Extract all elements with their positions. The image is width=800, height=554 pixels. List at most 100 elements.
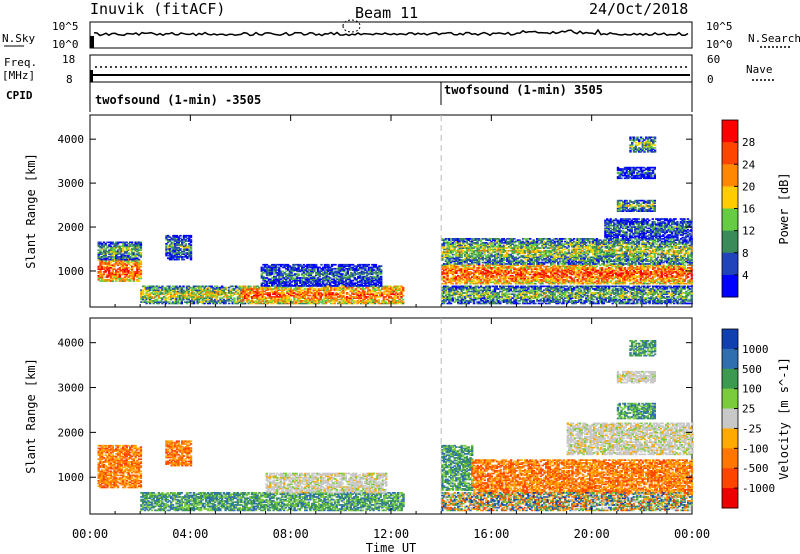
power-echo-cell (168, 302, 171, 305)
power-echo-cell (136, 253, 139, 256)
power-echo-cell (108, 268, 111, 270)
power-echo-cell (118, 258, 121, 261)
power-echo-cell (123, 271, 127, 273)
power-echo-cell (130, 268, 134, 270)
power-echo-cell (113, 246, 116, 249)
power-echo-cell (106, 246, 109, 249)
power-echo-cell (104, 253, 107, 256)
power-echo-cell (168, 253, 172, 256)
power-echo-cell (184, 236, 187, 238)
power-echo-cell (123, 269, 127, 272)
power-echo-cell (130, 277, 134, 280)
power-echo-cell (690, 280, 693, 282)
power-echo-cell (156, 290, 159, 293)
power-echo-cell (106, 280, 109, 282)
nave-label: Nave (746, 63, 773, 76)
power-echo-cell (177, 253, 180, 256)
power-echo-cell (147, 285, 150, 288)
power-echo-cell (109, 253, 113, 256)
power-echo-cell (129, 258, 132, 261)
power-echo-cell (184, 238, 187, 241)
power-echo-cell (402, 286, 405, 289)
power-echo-cell (111, 241, 114, 244)
power-echo-cell (380, 265, 383, 267)
power-echo-cell (115, 263, 118, 265)
power-echo-cell (108, 273, 111, 276)
power-echo-cell (136, 242, 139, 245)
power-echo-cell (134, 274, 137, 277)
power-echo-cell (159, 293, 162, 296)
power-echo-cell (99, 276, 102, 278)
power-echo-cell (137, 274, 141, 277)
power-echo-cell (123, 256, 127, 258)
power-echo-cell (402, 294, 405, 297)
power-echo-cell (102, 271, 106, 273)
power-echo-cell (136, 246, 139, 249)
power-echo-cell (179, 240, 182, 242)
power-echo-cell (125, 250, 128, 253)
power-echo-cell (122, 280, 125, 282)
power-echo-cell (129, 272, 132, 274)
power-echo-cell (127, 249, 130, 252)
power-echo-cell (125, 248, 128, 250)
power-echo-cell (130, 253, 134, 256)
power-echo-cell (171, 296, 175, 298)
power-echo-cell (125, 254, 128, 257)
power-echo-cell (99, 260, 102, 263)
power-echo-cell (116, 268, 120, 270)
power-echo-cell (159, 292, 162, 294)
power-echo-cell (125, 246, 128, 249)
power-echo-cell (127, 252, 130, 254)
power-echo-cell (108, 274, 111, 277)
power-echo-cell (171, 289, 175, 292)
power-echo-cell (148, 285, 152, 288)
power-echo-cell (172, 256, 175, 258)
power-echo-cell (147, 296, 150, 298)
power-echo-cell (182, 238, 186, 241)
power-echo-cell (99, 252, 102, 254)
power-echo-cell (109, 274, 113, 277)
power-echo-cell (174, 256, 177, 258)
power-echo-cell (139, 252, 143, 254)
power-echo-cell (139, 242, 143, 245)
power-echo-cell (139, 254, 143, 257)
power-echo-cell (165, 246, 168, 249)
power-echo-cell (141, 292, 145, 294)
power-echo-cell (140, 298, 143, 301)
power-echo-cell (159, 290, 162, 293)
power-echo-cell (171, 301, 175, 303)
power-echo-cell (177, 257, 180, 260)
power-echo-cell (104, 250, 107, 253)
power-echo-cell (139, 249, 143, 252)
power-echo-cell (152, 290, 155, 293)
power-echo-cell (141, 289, 145, 292)
power-echo-cell (165, 245, 168, 248)
power-echo-cell (148, 296, 152, 298)
power-echo-cell (154, 294, 157, 297)
power-echo-cell (130, 241, 134, 244)
power-echo-cell (129, 268, 132, 270)
power-echo-cell (156, 302, 159, 305)
power-echo-cell (132, 257, 135, 260)
power-echo-cell (173, 289, 176, 292)
power-echo-cell (136, 272, 139, 274)
power-echo-cell (134, 241, 137, 244)
power-echo-cell (125, 252, 128, 254)
power-echo-cell (161, 297, 164, 299)
power-echo-cell (143, 286, 147, 289)
power-echo-cell (173, 286, 176, 289)
power-echo-cell (137, 261, 141, 264)
power-echo-cell (167, 240, 170, 242)
power-echo-cell (115, 250, 118, 253)
power-echo-cell (164, 298, 168, 301)
power-echo-cell (180, 292, 183, 294)
power-echo-cell (166, 285, 169, 288)
power-echo-cell (106, 245, 109, 248)
power-echo-cell (188, 238, 191, 241)
power-echo-cell (171, 288, 175, 290)
power-echo-cell (132, 246, 135, 249)
power-echo-cell (122, 253, 125, 256)
power-echo-cell (108, 256, 111, 258)
power-echo-cell (136, 257, 139, 260)
power-echo-cell (116, 252, 120, 254)
